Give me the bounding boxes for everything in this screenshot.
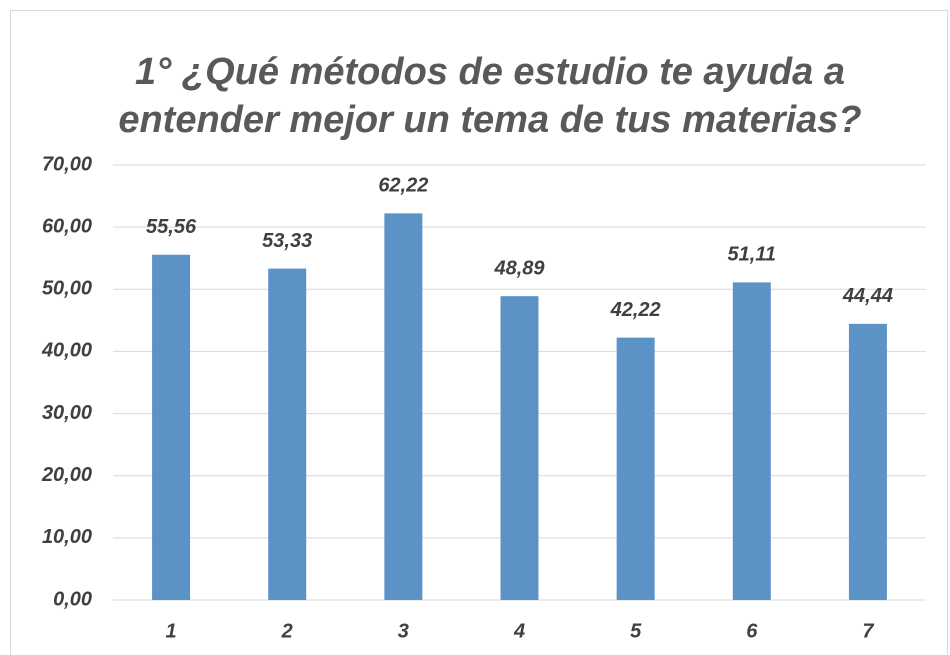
bar — [152, 254, 191, 600]
y-tick-label: 60,00 — [42, 215, 92, 237]
data-label: 44,44 — [842, 285, 893, 307]
data-label: 62,22 — [378, 175, 428, 197]
x-tick-label: 4 — [513, 620, 525, 642]
data-label: 42,22 — [610, 299, 661, 321]
data-label: 48,89 — [493, 257, 545, 279]
bar — [848, 323, 887, 600]
bar — [384, 213, 423, 600]
data-label: 55,56 — [146, 216, 197, 238]
x-tick-label: 1 — [166, 620, 177, 642]
data-label: 51,11 — [727, 244, 776, 266]
y-tick-label: 20,00 — [41, 464, 92, 486]
chart-border — [10, 10, 948, 655]
x-tick-label: 6 — [746, 620, 758, 642]
x-tick-label: 3 — [398, 620, 409, 642]
bar — [732, 282, 771, 600]
y-tick-label: 30,00 — [42, 402, 92, 424]
y-tick-label: 70,00 — [42, 153, 92, 175]
bar — [500, 296, 539, 600]
chart-title: 1° ¿Qué métodos de estudio te ayuda a en… — [118, 51, 862, 141]
y-tick-label: 40,00 — [41, 340, 92, 362]
bar — [616, 337, 655, 600]
x-tick-label: 7 — [862, 620, 874, 642]
y-tick-label: 10,00 — [42, 526, 92, 548]
y-tick-label: 50,00 — [42, 278, 92, 300]
data-label: 53,33 — [262, 230, 312, 252]
x-tick-label: 5 — [630, 620, 642, 642]
y-tick-label: 0,00 — [53, 588, 92, 610]
bar — [268, 268, 307, 600]
x-tick-label: 2 — [281, 620, 293, 642]
